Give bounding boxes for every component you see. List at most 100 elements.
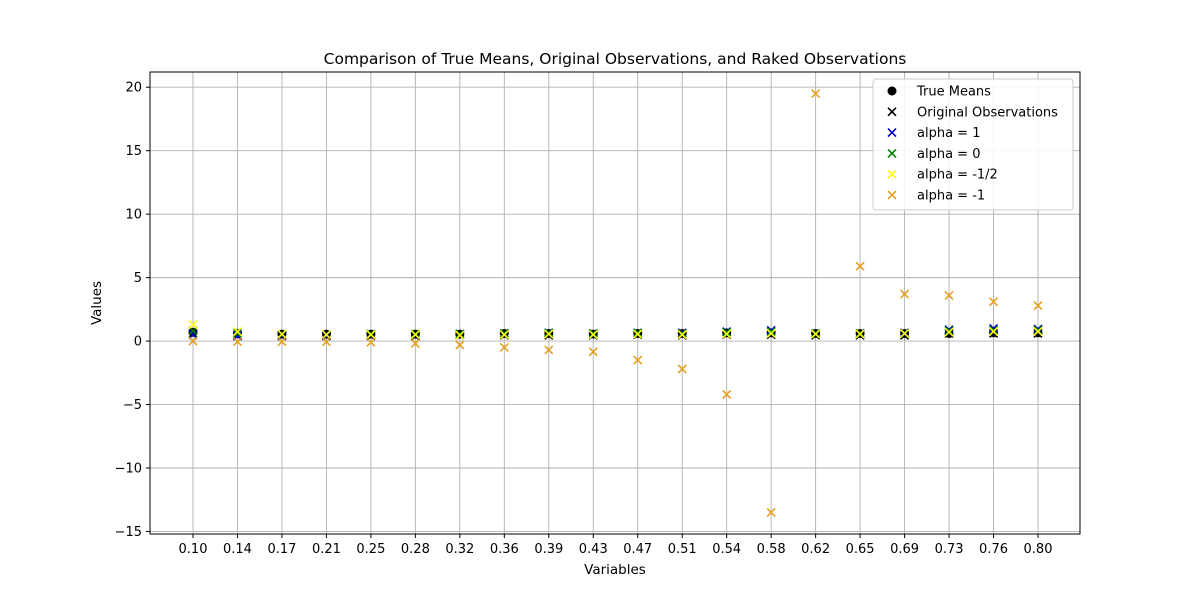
marker-stroke	[900, 328, 910, 339]
marker-stroke	[855, 330, 865, 340]
marker-stroke	[232, 328, 243, 339]
point-alpha-1-2	[1033, 326, 1043, 337]
marker-stroke	[944, 328, 954, 339]
point-alpha-1-2	[633, 329, 643, 339]
point-alpha-1-2	[544, 329, 554, 339]
x-tick-label: 0.39	[534, 542, 563, 557]
point-alpha-1	[988, 297, 999, 307]
marker-stroke	[188, 328, 198, 339]
point-alpha-1-2	[722, 329, 732, 339]
marker-stroke	[188, 320, 198, 330]
point-alpha-0	[232, 328, 243, 339]
point-original-observations	[188, 328, 198, 339]
marker-stroke	[633, 329, 643, 339]
point-alpha-0	[944, 326, 954, 336]
point-original-observations	[900, 330, 910, 340]
point-alpha-1	[499, 342, 509, 352]
point-alpha-1-2	[455, 330, 465, 340]
marker-stroke	[544, 330, 554, 340]
marker-stroke	[499, 330, 509, 340]
marker-stroke	[633, 355, 643, 365]
x-tick-label: 0.69	[890, 542, 919, 557]
marker-stroke	[1033, 325, 1043, 335]
point-alpha-1	[766, 507, 776, 517]
marker-stroke	[321, 330, 331, 340]
point-alpha-1	[1033, 324, 1043, 334]
y-axis: −15 −10 −5 0 5 10 15 20	[115, 81, 150, 540]
legend-marker-alpha-1	[887, 190, 897, 200]
marker-stroke	[811, 330, 821, 340]
point-alpha-1	[410, 339, 420, 349]
legend-marker-original-observations	[887, 107, 897, 117]
marker-stroke	[232, 326, 243, 337]
marker-stroke	[944, 325, 954, 335]
point-alpha-1-2	[188, 320, 198, 330]
x-axis: 0.10 0.14 0.17 0.21 0.25 0.28 0.32 0.36 0.39 0.43…	[179, 534, 1053, 557]
x-tick-label: 0.21	[312, 542, 341, 557]
point-original-observations	[944, 328, 954, 339]
y-tick-label: −15	[115, 525, 142, 540]
x-tick-label: 0.58	[757, 542, 786, 557]
point-alpha-0	[766, 326, 776, 337]
marker-stroke	[677, 330, 687, 340]
marker-stroke	[766, 507, 776, 517]
marker-stroke	[366, 337, 376, 347]
chart-title: Comparison of True Means, Original Obser…	[324, 50, 907, 68]
marker-stroke	[410, 331, 420, 341]
legend-marker-true-means	[887, 86, 897, 96]
marker-stroke	[900, 330, 910, 340]
marker-stroke	[277, 329, 287, 339]
point-alpha-1	[811, 89, 821, 99]
y-tick-label: −5	[123, 398, 142, 413]
point-alpha-1	[188, 336, 198, 346]
marker-stroke	[588, 328, 598, 339]
point-alpha-1	[277, 337, 287, 347]
point-alpha-1	[988, 323, 999, 333]
legend-marker-alpha-0	[887, 148, 897, 158]
x-tick-label: 0.80	[1024, 542, 1053, 557]
point-alpha-1	[944, 290, 954, 300]
point-alpha-0	[677, 328, 687, 339]
legend-marker-alpha-1	[887, 128, 897, 138]
marker-stroke	[544, 345, 554, 355]
marker-stroke	[633, 328, 643, 338]
point-alpha-1	[677, 364, 687, 374]
point-alpha-1-2	[900, 328, 910, 339]
marker-stroke	[766, 325, 776, 335]
x-tick-label: 0.28	[401, 542, 430, 557]
legend-box	[872, 78, 1074, 211]
y-axis-title: Values	[89, 281, 105, 325]
point-alpha-1-2	[499, 330, 509, 340]
point-original-observations	[811, 330, 821, 340]
y-tick-label: 20	[125, 81, 142, 96]
point-alpha-1	[855, 261, 865, 271]
point-alpha-1	[633, 355, 643, 365]
marker-stroke	[677, 364, 687, 374]
x-tick-label: 0.32	[445, 542, 474, 557]
x-tick-label: 0.65	[846, 542, 875, 557]
point-alpha-1-2	[232, 326, 243, 337]
marker-stroke	[1033, 326, 1043, 337]
point-alpha-0	[499, 328, 509, 339]
point-alpha-1-2	[988, 326, 999, 337]
y-tick-label: 5	[134, 271, 142, 286]
x-tick-label: 0.25	[356, 542, 385, 557]
point-alpha-1-2	[766, 328, 776, 339]
marker-stroke	[887, 148, 897, 158]
marker-stroke	[766, 326, 776, 337]
x-tick-label: 0.43	[579, 542, 608, 557]
x-axis-title: Variables	[584, 562, 646, 578]
marker-stroke	[855, 261, 865, 271]
marker-stroke	[677, 328, 687, 339]
marker-stroke	[588, 347, 598, 357]
marker-stroke	[499, 342, 509, 352]
marker-stroke	[455, 330, 465, 340]
point-alpha-0	[1033, 325, 1043, 335]
x-tick-label: 0.51	[668, 542, 697, 557]
marker-stroke	[887, 169, 897, 179]
point-alpha-1	[232, 337, 243, 347]
marker-stroke	[988, 323, 999, 333]
legend: True Means Original Observations alpha = 1…	[872, 78, 1074, 211]
